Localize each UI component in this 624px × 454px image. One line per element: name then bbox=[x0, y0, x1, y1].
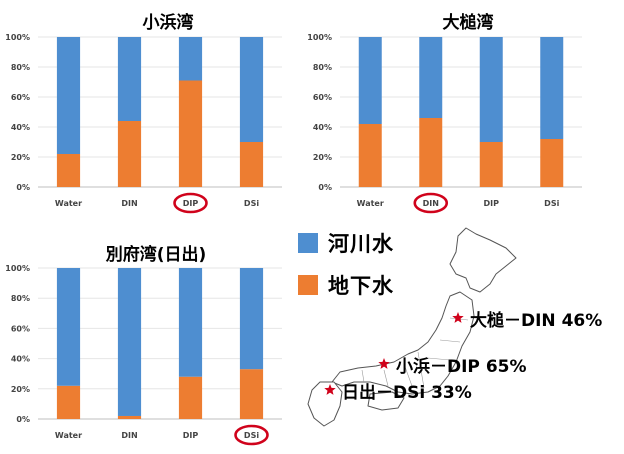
y-tick-label: 100% bbox=[5, 264, 30, 273]
x-tick-label: DIN bbox=[423, 199, 439, 208]
y-tick-label: 100% bbox=[5, 33, 30, 42]
y-tick-label: 60% bbox=[313, 93, 332, 102]
bar-ground-dsi bbox=[540, 139, 564, 187]
x-tick-label: Water bbox=[55, 199, 82, 208]
bar-ground-din bbox=[117, 121, 142, 187]
bar-river-dip bbox=[479, 37, 503, 142]
y-tick-label: 20% bbox=[11, 153, 30, 162]
y-tick-label: 20% bbox=[11, 385, 30, 394]
x-tick-label: Water bbox=[357, 199, 384, 208]
honshu-shape bbox=[331, 291, 475, 395]
bar-ground-dip bbox=[178, 80, 203, 187]
x-tick-label: DIP bbox=[484, 199, 500, 208]
bar-river-water bbox=[56, 268, 81, 386]
bar-river-dsi bbox=[540, 37, 564, 139]
y-tick-label: 60% bbox=[11, 324, 30, 333]
y-tick-label: 40% bbox=[11, 355, 30, 364]
river-swatch bbox=[298, 233, 318, 253]
kyushu-shape bbox=[307, 381, 343, 427]
bar-river-din bbox=[419, 37, 443, 118]
japan-outline bbox=[307, 227, 517, 427]
chart-title: 小浜湾 bbox=[143, 12, 194, 33]
bar-ground-water bbox=[56, 385, 81, 419]
y-tick-label: 40% bbox=[313, 123, 332, 132]
highlight-circle bbox=[234, 424, 269, 446]
y-tick-label: 0% bbox=[318, 183, 332, 192]
bar-river-dip bbox=[178, 37, 203, 81]
highlight-circle bbox=[413, 192, 449, 214]
chart-title: 大槌湾 bbox=[443, 12, 494, 33]
y-tick-label: 80% bbox=[313, 63, 332, 72]
bar-river-water bbox=[358, 37, 382, 124]
chart-obama: 小浜湾 0% 20% 40% 60% 80% 100% Water DIN DIP DSi bbox=[5, 12, 282, 214]
x-tick-label: DSi bbox=[244, 431, 259, 440]
star-marker-icon bbox=[452, 312, 464, 323]
highlight-circle bbox=[173, 192, 208, 214]
bar-ground-dsi bbox=[239, 369, 264, 419]
x-tick-label: DIP bbox=[183, 199, 199, 208]
site-label: 大槌－DIN 46% bbox=[470, 310, 602, 331]
y-tick-label: 80% bbox=[11, 63, 30, 72]
y-tick-label: 20% bbox=[313, 153, 332, 162]
japan-map: 大槌－DIN 46% 小浜－DIP 65% 日出－DSi 33% bbox=[307, 227, 602, 427]
bar-ground-water bbox=[358, 124, 382, 187]
y-tick-label: 0% bbox=[16, 183, 30, 192]
x-tick-label: DSi bbox=[244, 199, 259, 208]
y-tick-label: 60% bbox=[11, 93, 30, 102]
x-tick-label: DIN bbox=[121, 431, 137, 440]
site-markers: 大槌－DIN 46% 小浜－DIP 65% 日出－DSi 33% bbox=[324, 310, 602, 403]
x-tick-label: DIN bbox=[121, 199, 137, 208]
legend-label-river: 河川水 bbox=[328, 232, 394, 256]
x-tick-label: Water bbox=[55, 431, 82, 440]
x-tick-label: DIP bbox=[183, 431, 199, 440]
legend: 河川水 地下水 bbox=[298, 228, 394, 312]
legend-item-river: 河川水 bbox=[298, 228, 394, 258]
site-label: 小浜－DIP 65% bbox=[396, 357, 527, 377]
bar-ground-din bbox=[419, 118, 443, 187]
bar-ground-water bbox=[56, 154, 81, 187]
bar-ground-dsi bbox=[239, 142, 264, 187]
shikoku-shape bbox=[367, 391, 405, 411]
bar-river-dip bbox=[178, 268, 203, 377]
bar-river-din bbox=[117, 268, 142, 416]
chart-otsuchi: 大槌湾 0% 20% 40% 60% 80% 100% Water DIN DIP DSi bbox=[307, 12, 582, 214]
x-tick-label: DSi bbox=[544, 199, 559, 208]
y-tick-label: 80% bbox=[11, 294, 30, 303]
hokkaido-shape bbox=[449, 227, 517, 293]
y-tick-label: 100% bbox=[307, 33, 332, 42]
legend-label-ground: 地下水 bbox=[328, 274, 394, 298]
chart-beppu: 別府湾(日出) 0% 20% 40% 60% 80% 100% Water DIN DIP DSi bbox=[5, 244, 282, 446]
y-tick-label: 40% bbox=[11, 123, 30, 132]
star-marker-icon bbox=[378, 358, 390, 369]
bar-river-din bbox=[117, 37, 142, 121]
star-marker-icon bbox=[324, 384, 336, 395]
chart-title: 別府湾(日出) bbox=[105, 244, 207, 265]
bar-river-dsi bbox=[239, 37, 264, 142]
legend-item-ground: 地下水 bbox=[298, 270, 394, 300]
y-tick-label: 0% bbox=[16, 415, 30, 424]
ground-swatch bbox=[298, 275, 318, 295]
site-label: 日出－DSi 33% bbox=[342, 382, 472, 403]
bar-river-dsi bbox=[239, 268, 264, 370]
bar-river-water bbox=[56, 37, 81, 154]
bar-ground-din bbox=[117, 415, 142, 419]
bar-ground-dip bbox=[479, 142, 503, 187]
bar-ground-dip bbox=[178, 376, 203, 419]
